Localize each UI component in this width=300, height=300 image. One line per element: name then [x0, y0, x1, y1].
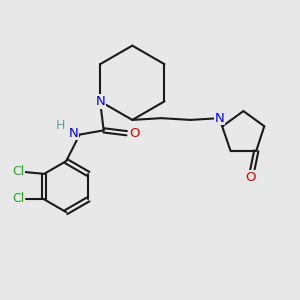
Text: Cl: Cl — [12, 165, 24, 178]
Text: H: H — [56, 119, 65, 132]
Text: Cl: Cl — [12, 192, 24, 205]
Text: N: N — [214, 112, 224, 125]
Text: N: N — [95, 95, 105, 108]
Text: O: O — [129, 127, 140, 140]
Text: N: N — [68, 127, 78, 140]
Text: O: O — [245, 171, 256, 184]
